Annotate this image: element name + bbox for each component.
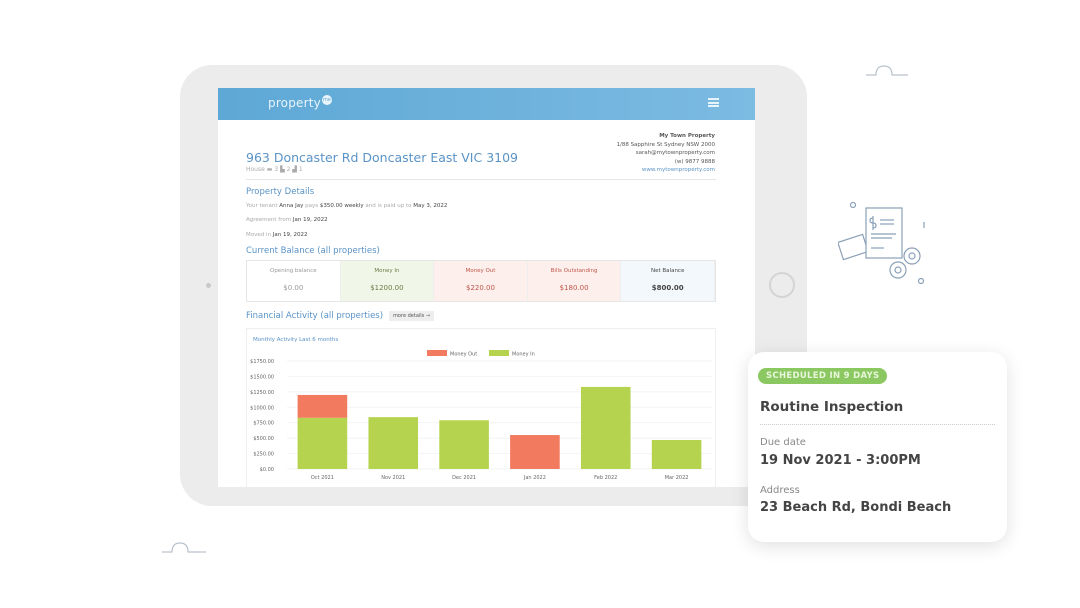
property-features: House ▬ 3 ▙ 2 ▟ 1 — [246, 166, 303, 173]
bar-money-out — [297, 394, 348, 418]
tablet-home-button — [769, 272, 795, 298]
bar-money-in — [651, 439, 702, 469]
balance-label: Opening balance — [269, 268, 317, 274]
tablet-camera — [206, 283, 211, 288]
legend-label: Money Out — [450, 352, 477, 358]
app-logo[interactable]: property — [268, 96, 321, 110]
x-tick-label: Jan 2022 — [523, 475, 546, 481]
x-tick-label: Nov 2021 — [381, 475, 405, 481]
rent-amount: $350.00 weekly — [319, 203, 364, 209]
beds-count: 3 — [274, 166, 279, 173]
financial-activity-heading: Financial Activity (all properties) — [246, 311, 384, 321]
agency-name: My Town Property — [659, 133, 715, 139]
agreement-date: Jan 19, 2022 — [292, 217, 328, 223]
y-tick-label: $750.00 — [253, 421, 274, 427]
x-tick-label: Mar 2022 — [665, 475, 689, 481]
tablet-screen: property me 963 Doncaster Rd Doncaster E… — [218, 88, 755, 487]
agency-phone: (w) 9877 9888 — [674, 158, 715, 165]
current-balance-heading: Current Balance (all properties) — [246, 246, 380, 256]
y-tick-label: $1250.00 — [250, 390, 274, 396]
bed-icon: ▬ — [266, 166, 273, 173]
balance-label: Net Balance — [651, 268, 685, 274]
app-logo-group[interactable]: property me — [268, 95, 332, 111]
due-date-label: Due date — [760, 437, 806, 448]
balance-cell: Money Out $220.00 — [434, 261, 528, 301]
balance-cell: Net Balance $800.00 — [621, 261, 715, 301]
tenant-line: Your tenant Anna Jay pays $350.00 weekly… — [246, 203, 448, 209]
address-value: 23 Beach Rd, Bondi Beach — [760, 500, 952, 515]
balance-value: $1200.00 — [370, 284, 404, 292]
bar-money-in — [439, 420, 489, 469]
chart-title: Monthly Activity Last 6 months — [253, 337, 339, 343]
x-tick-label: Feb 2022 — [594, 475, 617, 481]
balance-value: $220.00 — [466, 284, 495, 292]
balance-value: $180.00 — [559, 284, 589, 292]
car-icon: ▟ — [292, 166, 297, 173]
agreement-line: Agreement from Jan 19, 2022 — [246, 217, 328, 223]
logo-badge: me — [321, 95, 332, 105]
scheduled-badge: SCHEDULED IN 9 DAYS — [758, 368, 888, 384]
address-label: Address — [760, 485, 800, 496]
top-nav-bar: property me — [218, 88, 755, 120]
balance-label: Money Out — [465, 268, 496, 274]
x-tick-label: Oct 2021 — [311, 475, 334, 481]
baths-count: 2 — [286, 166, 291, 173]
financial-activity-header: Financial Activity (all properties) more… — [246, 311, 435, 321]
balance-label: Money In — [374, 268, 400, 274]
chart-container: Monthly Activity Last 6 months $0.00 $250… — [246, 328, 716, 487]
due-date-value: 19 Nov 2021 - 3:00PM — [760, 453, 921, 468]
agency-info: My Town Property 1/88 Sapphire St Sydney… — [616, 132, 715, 175]
more-details-button[interactable]: more details → — [389, 311, 435, 321]
bar-money-out — [510, 435, 560, 469]
x-tick-label: Dec 2021 — [452, 475, 476, 481]
balance-value: $0.00 — [283, 284, 304, 292]
legend-label: Money In — [512, 352, 535, 358]
balance-cell: Bills Outstanding $180.00 — [527, 261, 622, 301]
balance-label: Bills Outstanding — [550, 268, 598, 274]
bar-money-in — [297, 417, 348, 469]
agency-address: 1/88 Sapphire St Sydney NSW 2000 — [616, 141, 715, 148]
inspection-card[interactable]: SCHEDULED IN 9 DAYS Routine Inspection D… — [748, 352, 1007, 542]
hamburger-menu-icon[interactable] — [708, 98, 719, 107]
legend-swatch — [489, 350, 509, 356]
balance-table: Opening balance $0.00 Money In $1200.00 Mone… — [246, 260, 716, 302]
balance-cell: Opening balance $0.00 — [247, 261, 341, 301]
cars-count: 1 — [298, 166, 303, 173]
cloud-icon — [162, 542, 206, 553]
property-address-title: 963 Doncaster Rd Doncaster East VIC 3109 — [246, 150, 519, 165]
bar-money-in — [368, 417, 419, 469]
y-tick-label: $0.00 — [260, 467, 274, 473]
y-tick-label: $250.00 — [253, 452, 274, 458]
monthly-activity-chart: $0.00 $250.00 $500.00 $750.00 $1000.00 $1250.… — [250, 350, 712, 481]
invoice-settings-icon — [838, 201, 925, 285]
inspection-title: Routine Inspection — [760, 399, 904, 415]
property-details-heading: Property Details — [246, 187, 315, 197]
balance-cell: Money In $1200.00 — [340, 261, 435, 301]
property-type: House — [246, 166, 265, 173]
agency-email[interactable]: sarah@mytownproperty.com — [635, 150, 715, 156]
divider — [760, 424, 995, 425]
paid-to-date: May 3, 2022 — [413, 203, 448, 209]
moved-in-date: Jan 19, 2022 — [272, 232, 308, 238]
balance-value: $800.00 — [651, 284, 684, 292]
y-tick-label: $1750.00 — [250, 359, 274, 365]
cloud-icon — [866, 65, 908, 76]
y-tick-label: $1500.00 — [250, 374, 274, 380]
legend-swatch — [427, 350, 447, 356]
tenant-name: Anna Jay — [279, 203, 304, 209]
y-tick-label: $1000.00 — [250, 405, 274, 411]
bar-money-in — [580, 386, 631, 469]
bath-icon: ▙ — [280, 166, 285, 173]
moved-in-line: Moved in Jan 19, 2022 — [246, 232, 308, 238]
y-tick-label: $500.00 — [253, 436, 274, 442]
agency-website[interactable]: www.mytownproperty.com — [641, 167, 715, 173]
divider — [246, 179, 716, 180]
